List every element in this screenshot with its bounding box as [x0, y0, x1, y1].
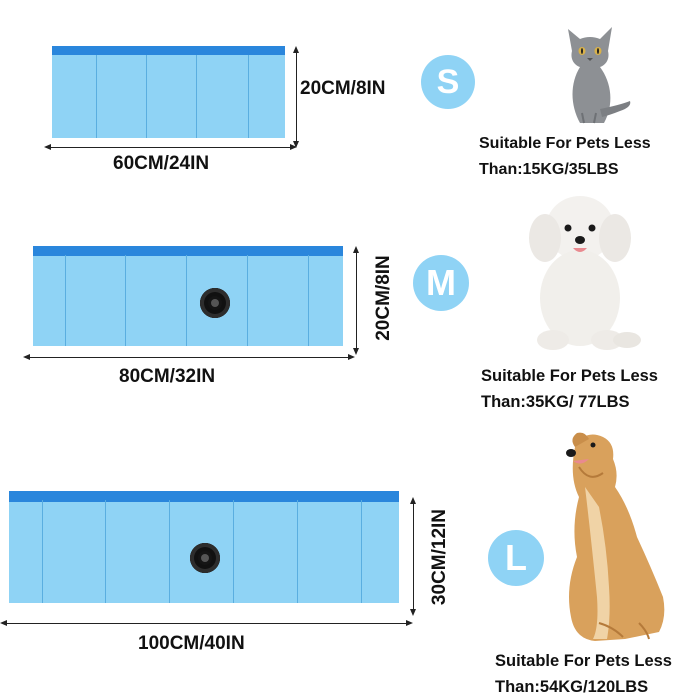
arrow-right-icon	[290, 144, 297, 150]
pool-panel-seam	[308, 255, 309, 346]
arrow-up-icon	[353, 246, 359, 253]
size-badge-m: M	[413, 255, 469, 311]
drain-plug-icon	[200, 288, 230, 318]
pool-panel-seam	[247, 255, 248, 346]
pool-rim	[9, 491, 399, 502]
suitability-caption-medium: Suitable For Pets Less Than:35KG/ 77LBS	[481, 363, 658, 415]
height-dimension-line	[356, 250, 357, 352]
pool-large	[9, 491, 399, 603]
suitability-caption-large: Suitable For Pets Less Than:54KG/120LBS	[495, 648, 672, 700]
height-dimension-line	[296, 50, 297, 146]
arrow-down-icon	[410, 609, 416, 616]
pool-panel-seam	[42, 500, 43, 603]
caption-line: Suitable For Pets Less	[481, 367, 658, 385]
arrow-right-icon	[348, 354, 355, 360]
arrow-up-icon	[410, 497, 416, 504]
pool-panel-seam	[146, 55, 147, 138]
arrow-left-icon	[44, 144, 51, 150]
width-dimension-line	[48, 147, 292, 148]
height-label-medium: 20CM/8IN	[373, 255, 394, 341]
size-badge-s: S	[421, 55, 475, 109]
caption-line: Than:54KG/120LBS	[495, 678, 649, 696]
pool-panel-seam	[297, 500, 298, 603]
pool-panel-seam	[233, 500, 234, 603]
pool-panel-seam	[96, 55, 97, 138]
pool-panel-seam	[196, 55, 197, 138]
drain-plug-icon	[190, 543, 220, 573]
height-label-large: 30CM/12IN	[429, 508, 450, 606]
golden-retriever-icon	[566, 432, 665, 641]
pool-small	[52, 46, 285, 138]
cat-icon	[568, 27, 631, 124]
arrow-down-icon	[353, 348, 359, 355]
arrow-up-icon	[293, 46, 299, 53]
caption-line: Than:15KG/35LBS	[479, 161, 619, 178]
suitability-caption-small: Suitable For Pets Less Than:15KG/35LBS	[479, 131, 651, 183]
pool-panel-seam	[248, 55, 249, 138]
small-dog-icon	[529, 196, 641, 350]
pool-rim	[33, 246, 343, 256]
width-dimension-line	[27, 357, 350, 358]
pool-panel-seam	[65, 255, 66, 346]
height-dimension-line	[413, 501, 414, 613]
width-label-large: 100CM/40IN	[138, 633, 245, 654]
caption-line: Suitable For Pets Less	[479, 135, 651, 152]
pool-panel-seam	[361, 500, 362, 603]
arrow-left-icon	[0, 620, 7, 626]
pool-rim	[52, 46, 285, 55]
arrow-right-icon	[406, 620, 413, 626]
pool-panel-seam	[186, 255, 187, 346]
pool-panel-seam	[125, 255, 126, 346]
height-label-small: 20CM/8IN	[300, 78, 386, 99]
arrow-left-icon	[23, 354, 30, 360]
pool-panel-seam	[169, 500, 170, 603]
width-dimension-line	[3, 623, 409, 624]
caption-line: Than:35KG/ 77LBS	[481, 393, 630, 411]
pool-medium	[33, 246, 343, 346]
width-label-medium: 80CM/32IN	[119, 366, 216, 387]
width-label-small: 60CM/24IN	[113, 153, 210, 174]
caption-line: Suitable For Pets Less	[495, 652, 672, 670]
size-badge-l: L	[488, 530, 544, 586]
pool-panel-seam	[105, 500, 106, 603]
